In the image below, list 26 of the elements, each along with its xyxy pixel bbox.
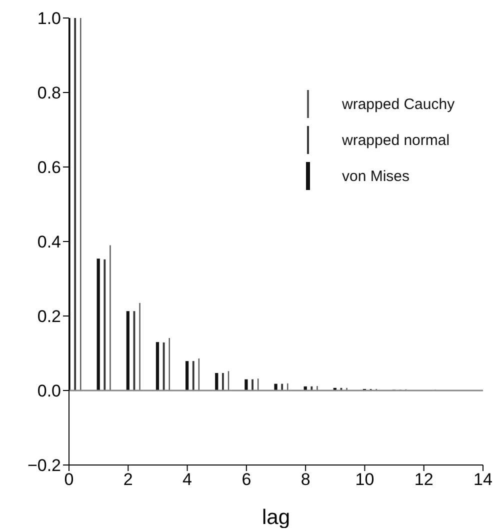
x-tick-label: 4: [182, 470, 192, 490]
x-tick-label: 0: [64, 470, 74, 490]
x-tick-label: 2: [123, 470, 133, 490]
y-tick-label: 1.0: [37, 9, 61, 28]
legend-label: wrapped Cauchy: [342, 96, 455, 112]
bar: [274, 384, 278, 390]
bar: [126, 311, 130, 390]
x-tick-label: 8: [300, 470, 310, 490]
legend-label: von Mises: [342, 168, 410, 184]
bar: [215, 372, 218, 390]
y-tick-label: −0.2: [27, 456, 61, 476]
bar: [156, 342, 160, 390]
x-tick-label: 6: [242, 470, 252, 490]
y-tick-label: 0.6: [37, 158, 61, 178]
y-tick-label: 0.8: [37, 84, 61, 103]
y-tick-label: 0.0: [37, 382, 61, 401]
y-tick-label: 0.2: [37, 307, 61, 326]
y-tick-label: 0.4: [37, 232, 61, 252]
x-tick-label: 12: [414, 470, 434, 490]
x-tick-label: 10: [355, 470, 374, 490]
bar: [96, 258, 100, 390]
legend-label: wrapped normal: [342, 132, 450, 148]
bar: [244, 379, 248, 390]
bar: [186, 361, 189, 390]
x-tick-label: 14: [474, 470, 492, 490]
x-axis-title: lag: [262, 506, 290, 529]
